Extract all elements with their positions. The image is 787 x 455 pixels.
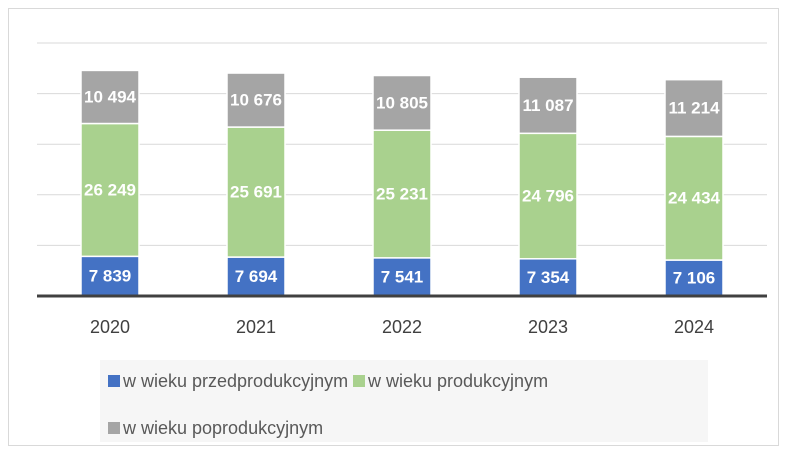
data-label: 7 354 [527, 268, 570, 287]
data-label: 24 434 [668, 189, 721, 208]
legend-swatch [353, 375, 365, 387]
data-label: 26 249 [84, 180, 136, 199]
bar-segment [372, 257, 432, 297]
legend-swatch [108, 422, 120, 434]
data-label: 7 541 [381, 267, 424, 286]
bar-segment [372, 74, 432, 131]
data-label: 25 231 [376, 184, 428, 203]
bar-segment [664, 135, 724, 261]
bar-segment [372, 129, 432, 259]
data-label: 7 839 [89, 267, 132, 286]
data-label: 10 676 [230, 91, 282, 110]
bar-segment [226, 126, 286, 258]
x-tick-label: 2021 [236, 317, 276, 337]
data-label: 10 805 [376, 93, 428, 112]
legend-label: w wieku poprodukcyjnym [122, 418, 323, 438]
legend-label: w wieku produkcyjnym [367, 371, 548, 391]
bar-segment [518, 76, 578, 135]
legend-box [100, 360, 708, 442]
data-label: 24 796 [522, 187, 574, 206]
bar-segment [80, 69, 140, 125]
data-label: 11 087 [522, 96, 573, 115]
data-label: 7 694 [235, 267, 278, 286]
legend-label: w wieku przedprodukcyjnym [122, 371, 348, 391]
bar-segment [664, 78, 724, 138]
x-tick-label: 2020 [90, 317, 130, 337]
data-label: 11 214 [668, 99, 720, 118]
x-tick-label: 2023 [528, 317, 568, 337]
data-label: 7 106 [673, 269, 716, 288]
bar-segment [226, 72, 286, 128]
data-label: 10 494 [84, 87, 137, 106]
x-tick-label: 2024 [674, 317, 714, 337]
x-tick-label: 2022 [382, 317, 422, 337]
bar-segment [664, 259, 724, 297]
data-label: 25 691 [230, 183, 282, 202]
bar-segment [518, 132, 578, 260]
legend-swatch [108, 375, 120, 387]
